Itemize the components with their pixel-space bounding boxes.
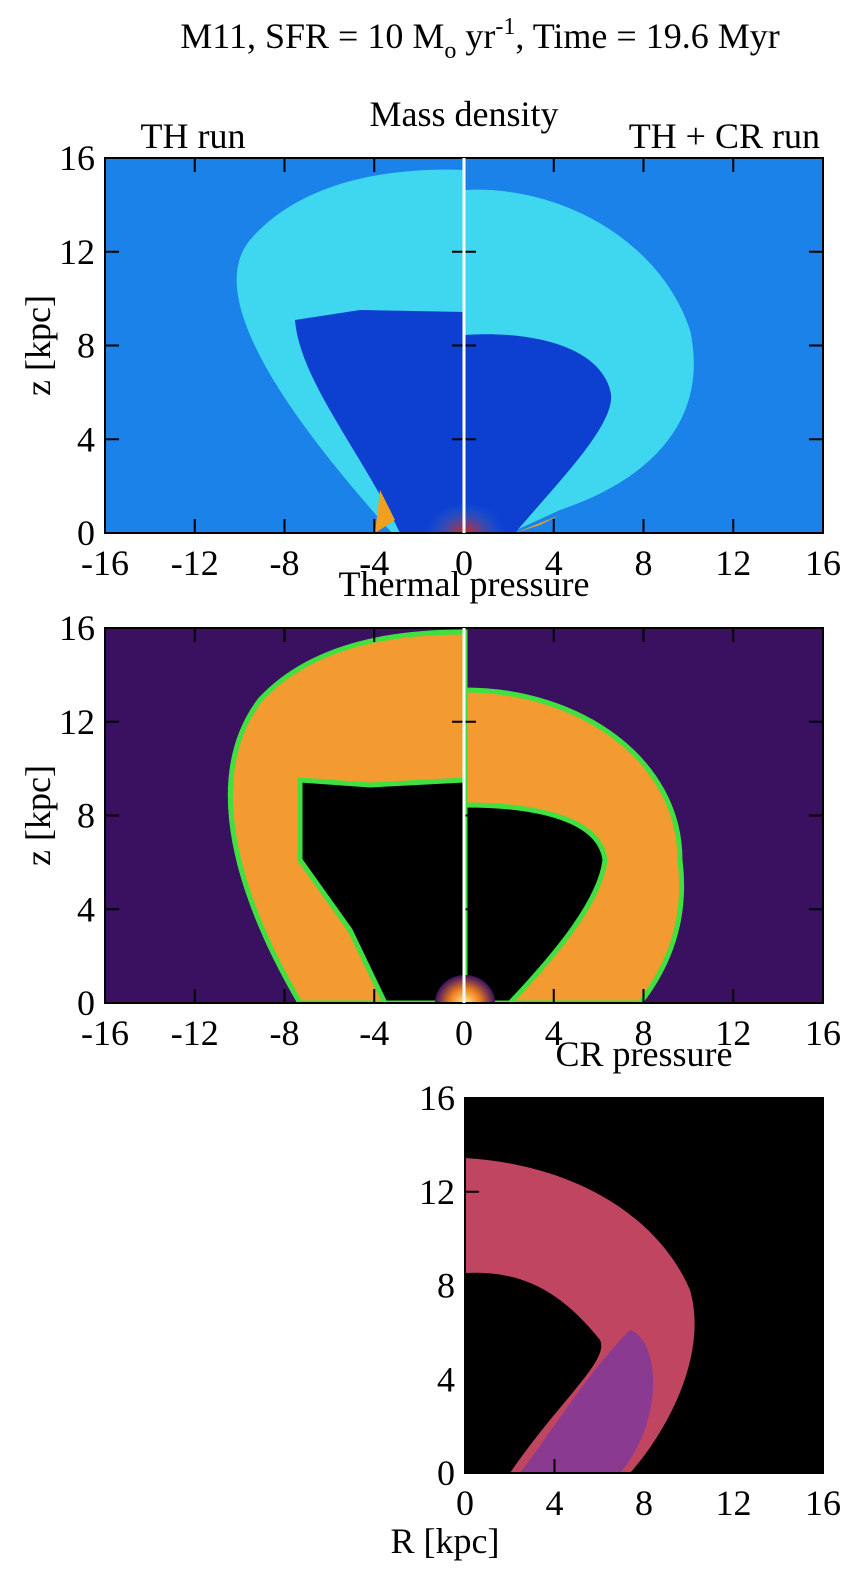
y-tick-label: 4 — [77, 419, 95, 459]
x-axis-label: R [kpc] — [391, 1521, 500, 1561]
y-tick-label: 12 — [419, 1172, 455, 1212]
x-tick-label: -16 — [81, 543, 129, 583]
x-tick-label: 4 — [545, 1013, 563, 1053]
x-tick-label: -4 — [359, 543, 389, 583]
x-tick-label: 4 — [546, 1483, 564, 1523]
x-tick-label: 0 — [455, 1013, 473, 1053]
y-tick-label: 8 — [77, 326, 95, 366]
x-tick-label: -16 — [81, 1013, 129, 1053]
x-tick-label: 4 — [545, 543, 563, 583]
y-axis-label: z [kpc] — [18, 765, 58, 866]
y-tick-label: 4 — [77, 889, 95, 929]
y-tick-label: 16 — [59, 608, 95, 648]
x-tick-label: 16 — [805, 1483, 841, 1523]
y-tick-label: 12 — [59, 232, 95, 272]
left-label: TH run — [141, 116, 246, 156]
y-tick-label: 16 — [59, 138, 95, 178]
x-tick-label: 0 — [456, 1483, 474, 1523]
x-tick-label: -4 — [359, 1013, 389, 1053]
panel-title: CR pressure — [556, 1034, 733, 1074]
x-tick-label: -8 — [270, 543, 300, 583]
x-tick-label: 16 — [805, 543, 841, 583]
y-tick-label: 4 — [437, 1359, 455, 1399]
y-axis-label: z [kpc] — [18, 295, 58, 396]
figure-title: M11, SFR = 10 Mo yr-1, Time = 19.6 Myr — [180, 14, 779, 64]
x-tick-label: 8 — [635, 1013, 653, 1053]
y-tick-label: 0 — [77, 983, 95, 1023]
x-tick-label: -8 — [270, 1013, 300, 1053]
y-tick-label: 16 — [419, 1078, 455, 1118]
x-tick-label: -12 — [171, 1013, 219, 1053]
y-tick-label: 8 — [77, 796, 95, 836]
x-tick-label: 12 — [715, 1013, 751, 1053]
x-tick-label: 16 — [805, 1013, 841, 1053]
panel-title: Thermal pressure — [339, 564, 590, 604]
x-tick-label: 0 — [455, 543, 473, 583]
y-tick-label: 0 — [77, 513, 95, 553]
x-tick-label: -12 — [171, 543, 219, 583]
x-tick-label: 8 — [635, 543, 653, 583]
x-tick-label: 12 — [715, 543, 751, 583]
cr-pressure-map — [465, 1098, 823, 1473]
right-label: TH + CR run — [629, 116, 820, 156]
thermal-pressure-map — [105, 628, 823, 1003]
panel-title: Mass density — [370, 94, 559, 134]
y-tick-label: 8 — [437, 1266, 455, 1306]
y-tick-label: 12 — [59, 702, 95, 742]
y-tick-label: 0 — [437, 1453, 455, 1493]
x-tick-label: 8 — [635, 1483, 653, 1523]
x-tick-label: 12 — [716, 1483, 752, 1523]
